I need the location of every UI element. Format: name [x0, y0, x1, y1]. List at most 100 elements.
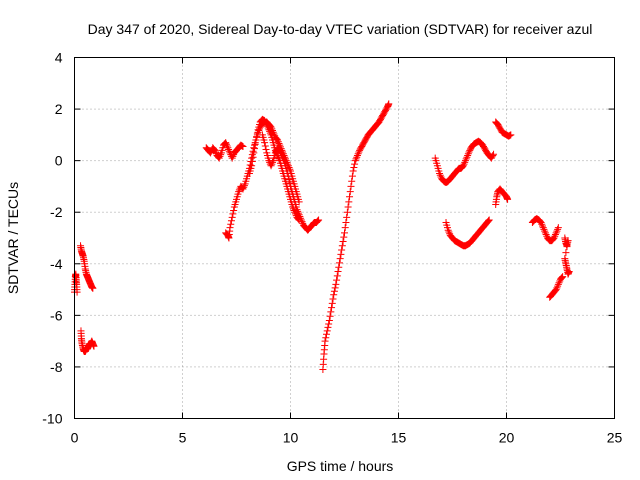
- data-point: [484, 218, 492, 226]
- data-point: [296, 213, 304, 221]
- data-point: [253, 129, 261, 137]
- data-point: [285, 176, 293, 184]
- data-point: [460, 160, 468, 168]
- data-point: [217, 151, 225, 159]
- data-point: [278, 151, 286, 159]
- data-point: [297, 214, 305, 222]
- data-point: [343, 213, 351, 221]
- data-point: [335, 263, 343, 271]
- data-point: [248, 162, 256, 170]
- y-tick-label: 0: [55, 153, 63, 169]
- data-point: [333, 276, 341, 284]
- chart-title: Day 347 of 2020, Sidereal Day-to-day VTE…: [88, 21, 593, 37]
- data-point: [325, 320, 333, 328]
- data-point: [347, 182, 355, 190]
- data-point: [385, 100, 393, 108]
- data-point: [262, 145, 270, 153]
- data-point: [328, 304, 336, 312]
- grid-lines: [74, 57, 615, 419]
- data-point: [551, 231, 559, 239]
- data-point: [564, 237, 572, 245]
- data-point: [263, 122, 271, 130]
- data-point: [240, 182, 248, 190]
- data-point: [464, 150, 472, 158]
- data-point: [295, 211, 303, 219]
- data-point: [539, 224, 547, 232]
- data-point: [248, 158, 256, 166]
- data-point: [539, 222, 546, 230]
- data-point: [215, 154, 223, 162]
- data-point: [332, 280, 340, 288]
- y-tick-label: 4: [55, 50, 63, 66]
- data-point: [355, 148, 363, 156]
- x-tick-label: 25: [607, 430, 623, 446]
- data-point: [552, 286, 560, 294]
- data-point: [554, 280, 562, 288]
- data-point: [554, 224, 562, 232]
- data-point: [465, 148, 473, 156]
- data-point: [349, 167, 357, 175]
- data-point: [325, 317, 333, 325]
- data-point: [229, 210, 237, 218]
- data-point: [338, 246, 346, 254]
- data-point: [345, 198, 353, 206]
- data-point: [263, 121, 271, 129]
- data-point: [284, 172, 292, 180]
- data-point: [225, 145, 233, 153]
- data-point: [267, 162, 275, 170]
- x-tick-label: 15: [391, 430, 407, 446]
- data-point: [348, 172, 356, 180]
- data-point: [248, 154, 256, 162]
- data-point: [207, 149, 215, 157]
- data-point: [354, 150, 362, 158]
- data-point: [264, 124, 272, 132]
- data-point: [314, 217, 322, 225]
- data-point: [344, 203, 352, 211]
- data-point: [271, 149, 279, 157]
- data-point: [225, 147, 233, 155]
- data-point: [240, 183, 248, 191]
- data-point: [559, 273, 567, 281]
- data-point: [275, 139, 283, 147]
- data-point: [333, 272, 341, 280]
- data-point: [489, 151, 497, 159]
- data-point: [346, 188, 354, 196]
- data-point: [286, 165, 294, 173]
- data-point: [224, 144, 232, 152]
- data-point: [293, 206, 301, 214]
- data-point: [463, 153, 471, 161]
- data-point: [230, 206, 238, 214]
- data-point: [251, 140, 259, 148]
- data-point: [212, 148, 220, 156]
- data-point: [326, 312, 334, 320]
- y-tick-label: -4: [50, 256, 63, 272]
- data-point: [262, 119, 270, 127]
- data-point: [222, 140, 230, 148]
- data-point: [298, 218, 306, 226]
- data-point: [541, 227, 549, 235]
- data-point: [436, 171, 444, 179]
- data-point: [336, 255, 344, 263]
- data-point: [348, 177, 356, 185]
- data-point: [322, 334, 330, 342]
- data-point: [323, 327, 331, 335]
- data-point: [216, 152, 224, 160]
- data-point: [554, 282, 562, 290]
- data-point: [352, 155, 360, 163]
- data-point: [294, 209, 302, 217]
- data-point: [321, 337, 329, 345]
- data-point: [444, 226, 452, 234]
- data-point: [328, 299, 336, 307]
- data-point: [485, 217, 492, 225]
- data-point: [553, 284, 561, 292]
- y-axis-label: SDTVAR / TECUs: [5, 182, 21, 294]
- data-point: [313, 218, 321, 226]
- data-point: [223, 142, 231, 150]
- data-point: [261, 142, 269, 150]
- data-point: [324, 323, 332, 331]
- data-point: [239, 185, 247, 193]
- data-point: [563, 243, 571, 251]
- data-point: [555, 279, 563, 287]
- data-point: [542, 231, 550, 239]
